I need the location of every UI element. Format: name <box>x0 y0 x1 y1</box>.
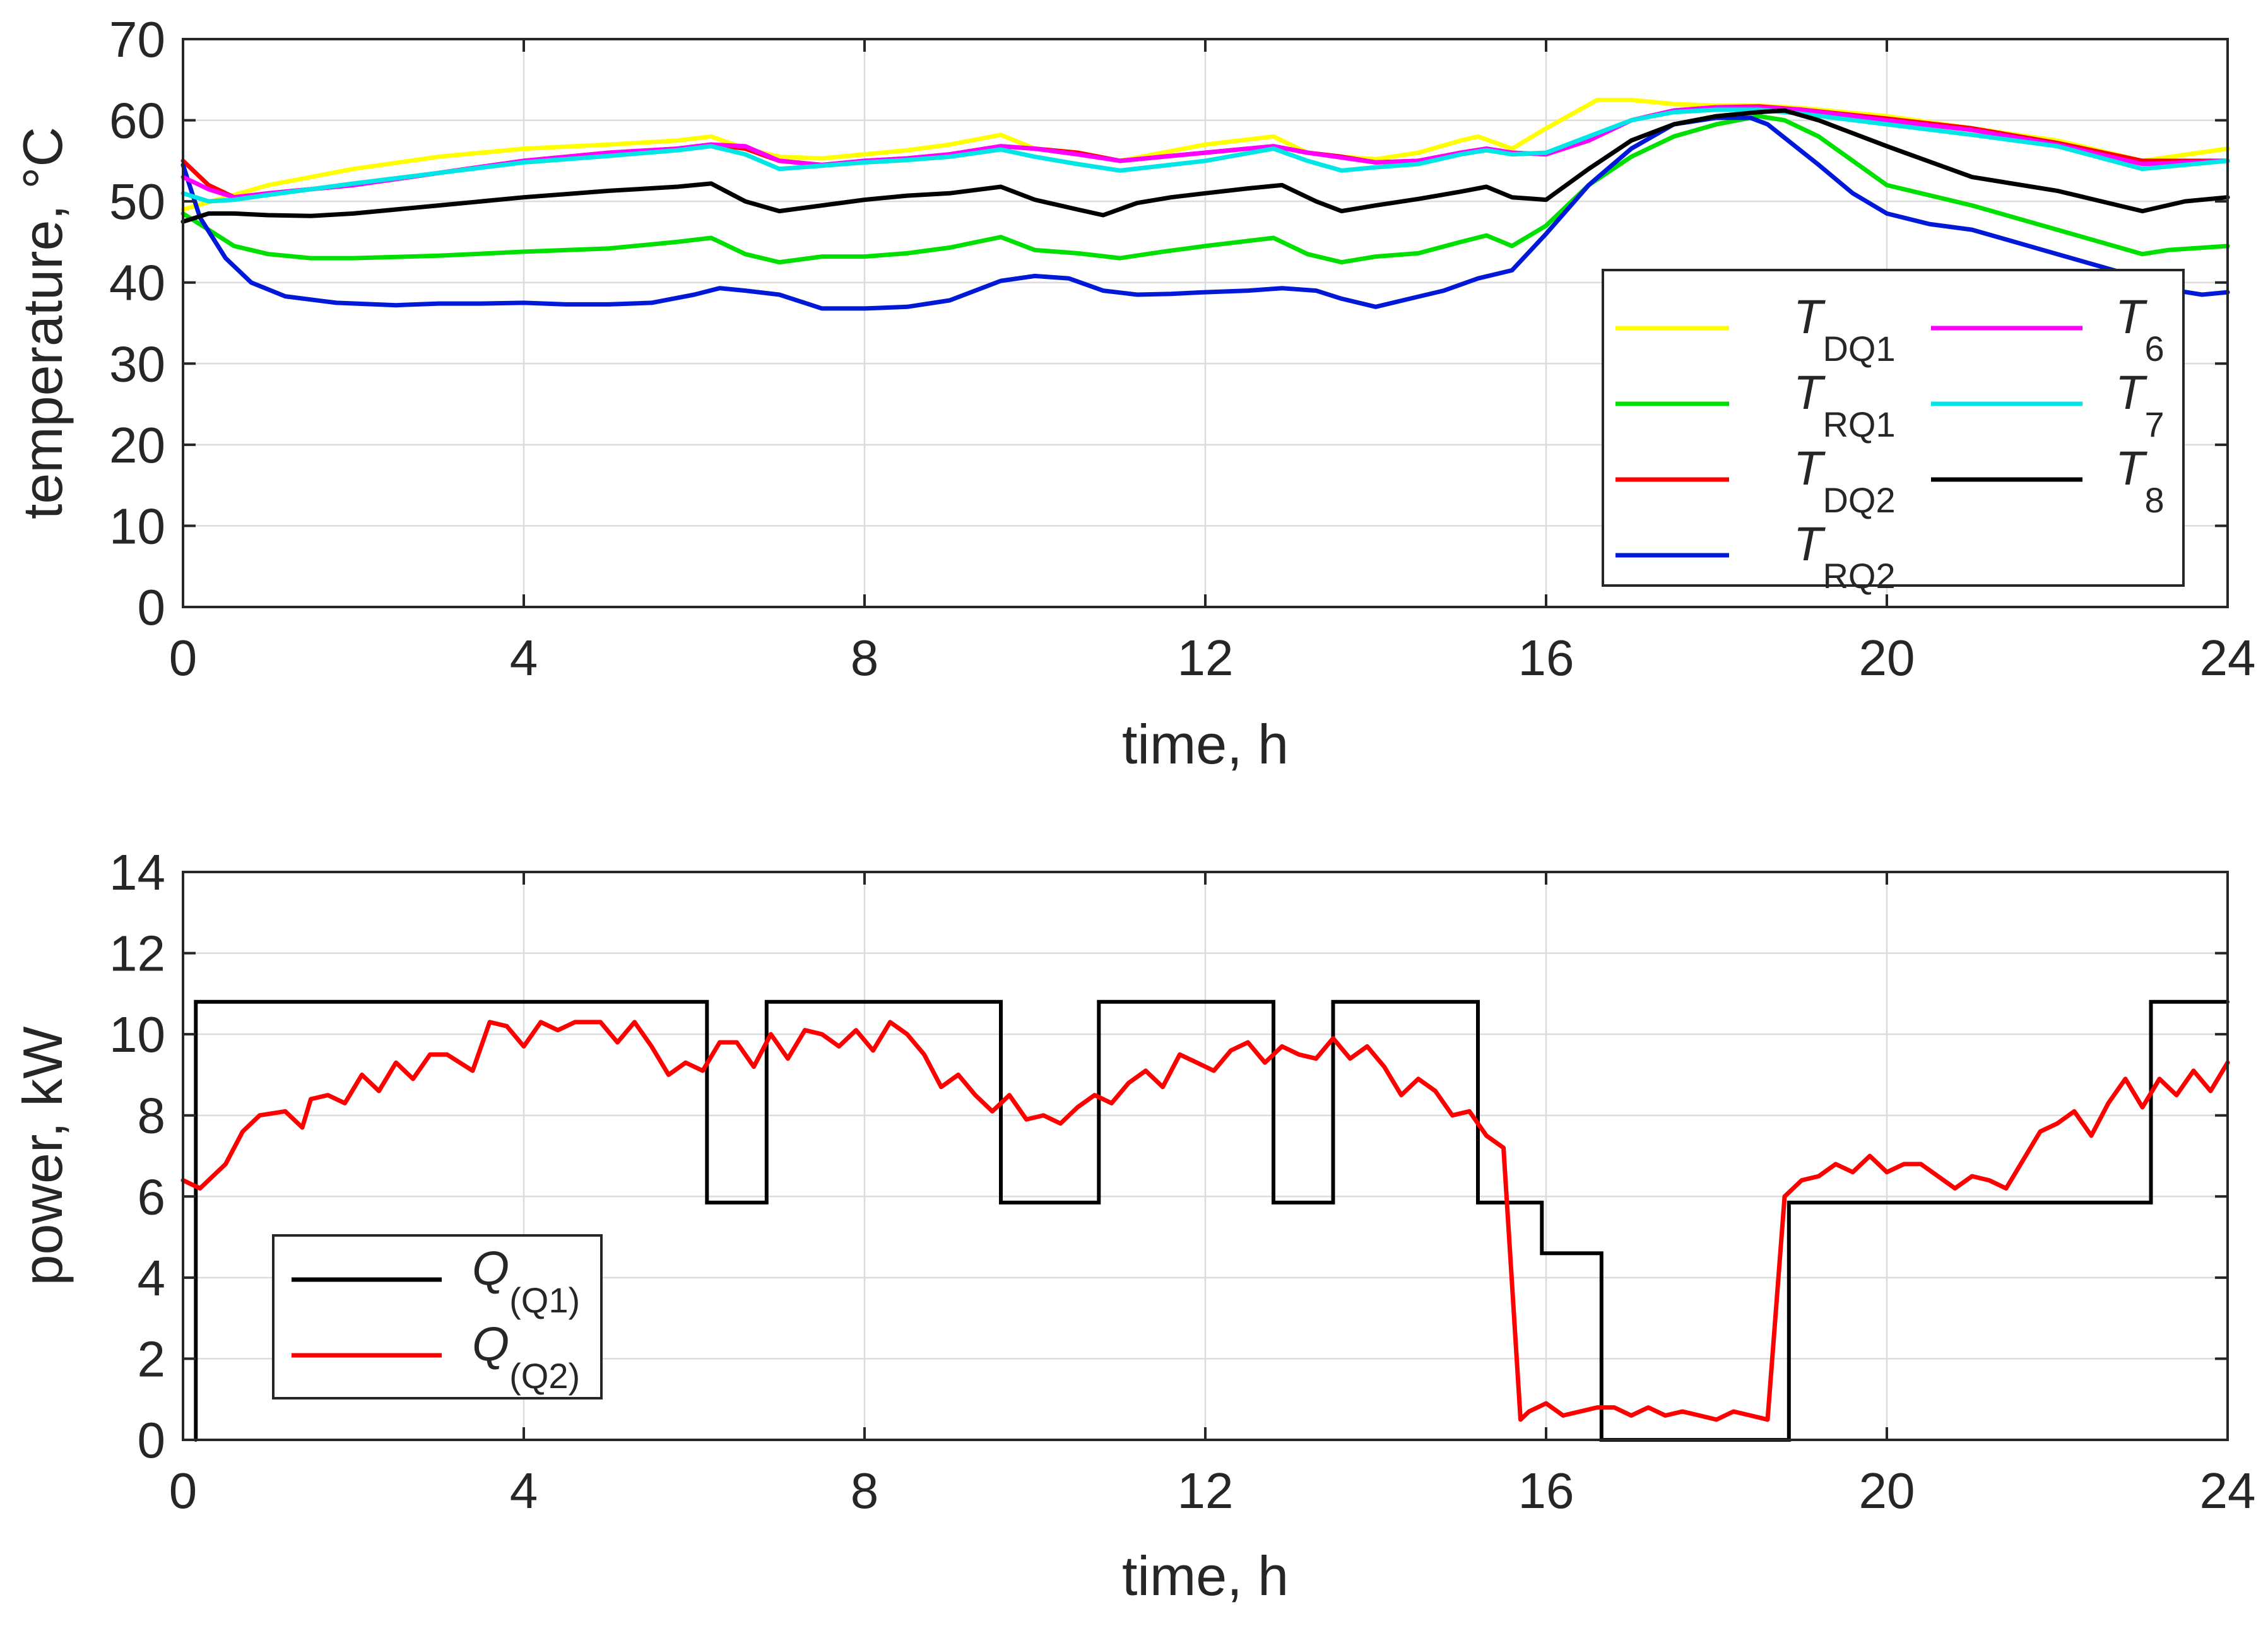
temperature-ticks: 0 4 8 12 16 20 24 0 10 20 30 40 50 60 70 <box>109 11 2255 686</box>
power-x-tick-label: 20 <box>1859 1463 1915 1519</box>
power-x-tick-label: 16 <box>1518 1463 1574 1519</box>
temperature-series-t8 <box>180 108 2230 224</box>
temperature-legend-label-trq2: TRQ2 <box>1793 517 1896 596</box>
temperature-y-tick-label: 10 <box>109 498 165 554</box>
temperature-y-tick-label: 30 <box>109 336 165 392</box>
temperature-x-tick-label: 16 <box>1518 630 1574 686</box>
temperature-y-tick-label: 20 <box>109 417 165 473</box>
temperature-chart: 0 4 8 12 16 20 24 0 10 20 30 40 50 60 70 time, h tempe… <box>11 11 2255 775</box>
temperature-x-tick-label: 4 <box>510 630 538 686</box>
power-x-tick-label: 8 <box>851 1463 879 1519</box>
power-x-tick-label: 0 <box>169 1463 198 1519</box>
power-legend: Q(Q1)Q(Q2) <box>272 1234 603 1399</box>
temperature-y-tick-label: 50 <box>109 174 165 230</box>
temperature-x-tick-label: 24 <box>2200 630 2256 686</box>
temperature-x-tick-label: 0 <box>169 630 198 686</box>
temperature-legend-label-trq1: TRQ1 <box>1793 366 1896 444</box>
power-y-tick-label: 10 <box>109 1006 165 1063</box>
temperature-legend-subscript: 8 <box>2144 480 2164 520</box>
temperature-y-tick-label: 0 <box>138 579 166 635</box>
power-y-tick-label: 6 <box>138 1169 166 1225</box>
temperature-series-trq1 <box>180 114 2230 265</box>
temperature-y-axis-label: temperature, °C <box>11 127 74 519</box>
temperature-series-t7 <box>180 107 2230 204</box>
power-x-tick-label: 24 <box>2200 1463 2256 1519</box>
temperature-y-tick-label: 70 <box>109 11 165 68</box>
temperature-legend-symbol: T <box>2115 442 2147 495</box>
temperature-legend-label-t7: T7 <box>2115 366 2165 444</box>
temperature-y-tick-label: 40 <box>109 255 165 311</box>
temperature-legend-subscript: RQ1 <box>1822 404 1895 444</box>
temperature-legend-symbol: T <box>2115 290 2147 344</box>
power-legend-subscript: (Q1) <box>509 1280 580 1320</box>
power-x-axis-label: time, h <box>1122 1545 1289 1607</box>
power-y-tick-label: 8 <box>138 1088 166 1144</box>
temperature-x-tick-label: 8 <box>851 630 879 686</box>
power-y-tick-label: 12 <box>109 926 165 982</box>
power-legend-label-qq2: Q(Q2) <box>472 1317 580 1396</box>
power-legend-box <box>272 1234 603 1399</box>
power-y-tick-label: 14 <box>109 844 165 900</box>
power-legend-subscript: (Q2) <box>509 1356 580 1396</box>
power-y-tick-label: 2 <box>138 1331 166 1387</box>
temperature-legend-subscript: 7 <box>2144 404 2164 444</box>
temperature-x-tick-label: 12 <box>1178 630 1234 686</box>
temperature-legend-subscript: 6 <box>2144 329 2164 368</box>
temperature-x-axis-label: time, h <box>1122 713 1289 775</box>
temperature-y-tick-label: 60 <box>109 93 165 149</box>
power-x-tick-label: 4 <box>510 1463 538 1519</box>
power-legend-symbol: Q <box>472 1242 509 1295</box>
temperature-legend-box <box>1602 269 2185 587</box>
power-y-tick-label: 4 <box>138 1250 166 1306</box>
power-series-qq2 <box>180 1020 2230 1422</box>
temperature-legend-label-t6: T6 <box>2115 290 2165 368</box>
temperature-x-tick-label: 20 <box>1859 630 1915 686</box>
temperature-legend-symbol: T <box>2115 366 2147 420</box>
power-x-tick-label: 12 <box>1178 1463 1234 1519</box>
temperature-legend-label-t8: T8 <box>2115 442 2165 520</box>
power-y-tick-label: 0 <box>138 1412 166 1468</box>
temperature-legend-subscript: DQ2 <box>1822 480 1895 520</box>
temperature-legend-subscript: DQ1 <box>1822 329 1895 368</box>
temperature-legend-label-tdq2: TDQ2 <box>1793 442 1896 520</box>
temperature-legend-symbol: T <box>1793 366 1826 420</box>
temperature-legend-symbol: T <box>1793 517 1826 571</box>
temperature-series <box>180 97 2230 311</box>
temperature-legend-symbol: T <box>1793 442 1826 495</box>
temperature-legend-symbol: T <box>1793 290 1826 344</box>
power-legend-label-qq1: Q(Q1) <box>472 1242 580 1320</box>
power-y-axis-label: power, kW <box>11 1027 74 1286</box>
temperature-series-trq2 <box>180 115 2230 311</box>
temperature-legend-subscript: RQ2 <box>1822 556 1895 596</box>
temperature-series-t6 <box>180 105 2230 200</box>
temperature-legend-label-tdq1: TDQ1 <box>1793 290 1896 368</box>
power-legend-symbol: Q <box>472 1317 509 1371</box>
